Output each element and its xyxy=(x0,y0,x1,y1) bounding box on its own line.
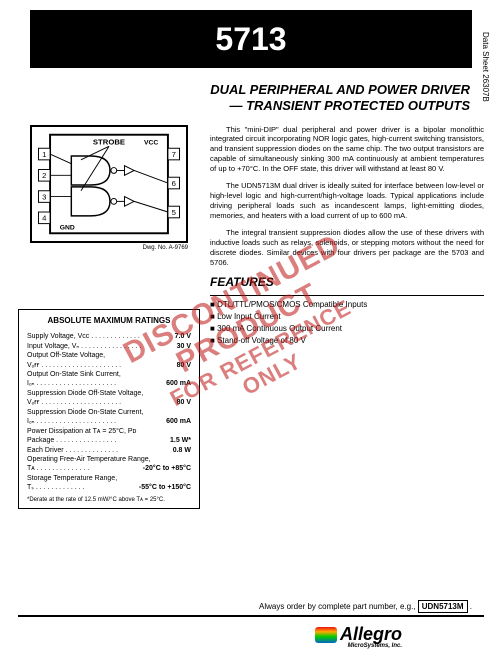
para-1: This "mini-DIP" dual peripheral and powe… xyxy=(210,125,484,174)
rating-label: Iₒₙ . . . . . . . . . . . . . . . . . . … xyxy=(27,417,162,426)
rating-row: Output On-State Sink Current, xyxy=(27,370,191,379)
svg-text:5: 5 xyxy=(172,207,176,216)
rating-label: Storage Temperature Range, xyxy=(27,474,187,483)
svg-text:6: 6 xyxy=(172,178,176,187)
svg-text:3: 3 xyxy=(42,192,46,201)
title: DUAL PERIPHERAL AND POWER DRIVER — TRANS… xyxy=(0,82,470,115)
features-heading: FEATURES xyxy=(210,275,484,289)
rating-value: 600 mA xyxy=(162,379,191,388)
allegro-logo: Allegro MicroSystems, Inc. xyxy=(315,624,402,649)
rating-value: -55°C to +150°C xyxy=(135,483,191,492)
rating-label: Vₒғғ . . . . . . . . . . . . . . . . . .… xyxy=(27,361,173,370)
feature-item: 300 mA Continuous Output Current xyxy=(210,324,484,333)
rating-value: -20°C to +85°C xyxy=(139,464,191,473)
rating-row: Tᴀ . . . . . . . . . . . . . .-20°C to +… xyxy=(27,464,191,473)
para-2: The UDN5713M dual driver is ideally suit… xyxy=(210,181,484,220)
rating-label: Tₛ . . . . . . . . . . . . . xyxy=(27,483,135,492)
rating-label: Operating Free-Air Temperature Range, xyxy=(27,455,187,464)
rating-value: 1.5 W* xyxy=(166,436,191,445)
rating-value: 80 V xyxy=(173,398,191,407)
rating-label: Each Driver . . . . . . . . . . . . . . xyxy=(27,446,169,455)
pinout-figure: STROBE VCC GND 1 2 3 4 7 6 5 xyxy=(30,125,188,243)
rating-label: Input Voltage, Vₙ . . . . . . . . . . . … xyxy=(27,342,173,351)
rating-value xyxy=(187,408,191,417)
rating-row: Operating Free-Air Temperature Range, xyxy=(27,455,191,464)
logo-subtext: MicroSystems, Inc. xyxy=(315,643,402,649)
svg-text:4: 4 xyxy=(42,213,47,222)
rating-row: Each Driver . . . . . . . . . . . . . .0… xyxy=(27,446,191,455)
rating-value: 0.8 W xyxy=(169,446,191,455)
strobe-label: STROBE xyxy=(93,137,125,146)
rating-row: Vₒғғ . . . . . . . . . . . . . . . . . .… xyxy=(27,398,191,407)
rating-label: Output Off-State Voltage, xyxy=(27,351,187,360)
para-3: The integral transient suppression diode… xyxy=(210,228,484,267)
rating-label: Power Dissipation at Tᴀ = 25°C, Pᴅ xyxy=(27,427,187,436)
rating-value xyxy=(187,427,191,436)
order-line: Always order by complete part number, e.… xyxy=(259,602,472,611)
rating-row: Output Off-State Voltage, xyxy=(27,351,191,360)
rating-row: Tₛ . . . . . . . . . . . . .-55°C to +15… xyxy=(27,483,191,492)
ratings-heading: ABSOLUTE MAXIMUM RATINGS xyxy=(27,316,191,327)
rating-label: Iₒₙ . . . . . . . . . . . . . . . . . . … xyxy=(27,379,162,388)
features-rule xyxy=(210,295,484,296)
logo-strip-icon xyxy=(315,627,337,643)
rating-value xyxy=(187,351,191,360)
rating-label: Package . . . . . . . . . . . . . . . . xyxy=(27,436,166,445)
rating-row: Input Voltage, Vₙ . . . . . . . . . . . … xyxy=(27,342,191,351)
ratings-box: ABSOLUTE MAXIMUM RATINGS Supply Voltage,… xyxy=(18,309,200,509)
rating-value: 7.0 V xyxy=(171,332,191,341)
rating-value: 30 V xyxy=(173,342,191,351)
rating-label: Supply Voltage, Vᴄᴄ . . . . . . . . . . … xyxy=(27,332,171,341)
rating-row: Package . . . . . . . . . . . . . . . .1… xyxy=(27,436,191,445)
rating-label: Vₒғғ . . . . . . . . . . . . . . . . . .… xyxy=(27,398,173,407)
svg-text:7: 7 xyxy=(172,149,176,158)
drawing-number: Dwg. No. A-9769 xyxy=(18,245,188,251)
rating-label: Suppression Diode Off-State Voltage, xyxy=(27,389,187,398)
ratings-footnote: *Derate at the rate of 12.5 mW/°C above … xyxy=(27,497,191,504)
feature-item: Low Input Current xyxy=(210,312,484,321)
feature-item: DTL/TTL/PMOS/CMOS Compatible Inputs xyxy=(210,300,484,309)
part-number: 5713 xyxy=(215,21,286,58)
rating-row: Storage Temperature Range, xyxy=(27,474,191,483)
vcc-label: VCC xyxy=(144,139,158,146)
gnd-label: GND xyxy=(60,224,75,231)
order-part-box: UDN5713M xyxy=(418,600,468,613)
rating-row: Suppression Diode On-State Current, xyxy=(27,408,191,417)
svg-text:1: 1 xyxy=(42,149,46,158)
rating-value xyxy=(187,370,191,379)
title-line2: — TRANSIENT PROTECTED OUTPUTS xyxy=(229,98,470,113)
rating-row: Iₒₙ . . . . . . . . . . . . . . . . . . … xyxy=(27,379,191,388)
rating-value xyxy=(187,389,191,398)
rating-label: Suppression Diode On-State Current, xyxy=(27,408,187,417)
feature-item: Stand-off Voltage of 80 V xyxy=(210,336,484,345)
rating-value xyxy=(187,455,191,464)
footer-rule xyxy=(18,615,484,617)
features-list: DTL/TTL/PMOS/CMOS Compatible Inputs Low I… xyxy=(210,300,484,345)
rating-row: Vₒғғ . . . . . . . . . . . . . . . . . .… xyxy=(27,361,191,370)
rating-value: 80 V xyxy=(173,361,191,370)
svg-text:2: 2 xyxy=(42,171,46,180)
rating-row: Suppression Diode Off-State Voltage, xyxy=(27,389,191,398)
rating-label: Tᴀ . . . . . . . . . . . . . . xyxy=(27,464,139,473)
rating-value: 600 mA xyxy=(162,417,191,426)
rating-row: Power Dissipation at Tᴀ = 25°C, Pᴅ xyxy=(27,427,191,436)
header-bar: 5713 xyxy=(30,10,472,68)
rating-row: Iₒₙ . . . . . . . . . . . . . . . . . . … xyxy=(27,417,191,426)
side-sheet-label: Data Sheet 26307B xyxy=(481,32,490,102)
rating-row: Supply Voltage, Vᴄᴄ . . . . . . . . . . … xyxy=(27,332,191,341)
rating-value xyxy=(187,474,191,483)
title-line1: DUAL PERIPHERAL AND POWER DRIVER xyxy=(210,82,470,97)
rating-label: Output On-State Sink Current, xyxy=(27,370,187,379)
